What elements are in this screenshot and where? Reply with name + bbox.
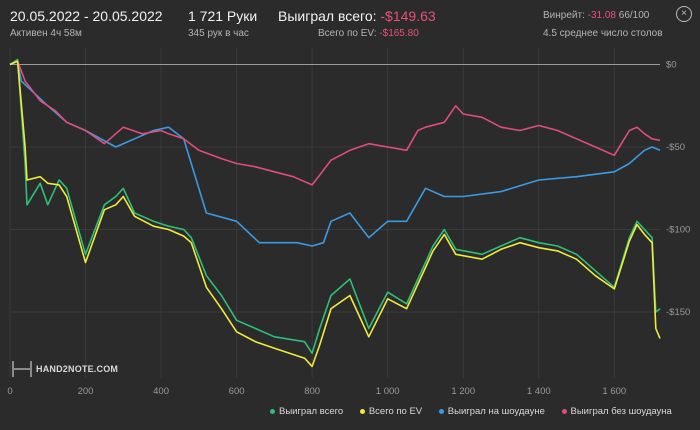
won-label: Выиграл всего: (278, 8, 377, 24)
x-tick-label: 200 (78, 386, 94, 397)
legend-label-showdown: Выиграл на шоудауне (447, 406, 545, 417)
date-range: 20.05.2022 - 20.05.2022 (10, 8, 163, 24)
x-tick-label: 400 (153, 386, 169, 397)
legend-label-ev: Всего по EV (368, 406, 423, 417)
hand2note-logo: HAND2NOTE.COM (12, 360, 118, 380)
y-tick-label: -$100 (666, 225, 690, 236)
hands-per-hour: 345 рук в час (188, 28, 249, 39)
legend-dot-won (270, 408, 275, 414)
legend-dot-ev (359, 408, 365, 414)
y-tick-label: -$150 (666, 307, 690, 318)
legend-label-won: Выиграл всего (279, 406, 344, 417)
avg-tables: 4.5 среднее число столов (543, 28, 663, 39)
legend-dot-showdown (438, 408, 444, 414)
legend-label-nonshowdown: Выиграл без шоудауна (570, 406, 672, 417)
winrate-label: Винрейт: (543, 10, 585, 21)
logo-text: HAND2NOTE.COM (36, 363, 119, 374)
winrate-rest: 66/100 (618, 10, 650, 21)
hand2note-logo-icon (12, 360, 32, 377)
series-line-ev (9, 60, 661, 368)
x-tick-label: 600 (229, 386, 245, 397)
y-tick-label: -$50 (666, 142, 685, 153)
won-value: -$149.63 (380, 8, 436, 24)
x-tick-label: 1 200 (451, 386, 475, 397)
winrate-value: -31.08 (587, 10, 616, 21)
winrate: Винрейт: -31.08 66/100 (543, 10, 649, 21)
hands-count: 1 721 Руки (188, 8, 258, 24)
series-line-won (9, 58, 661, 355)
legend-item-showdown[interactable]: Выиграл на шоудауне (438, 406, 545, 417)
won-total: Выиграл всего: -$149.63 (278, 8, 436, 24)
y-tick-label: $0 (666, 60, 677, 71)
x-tick-label: 1 600 (602, 386, 626, 397)
ev-label: Всего по EV: (318, 28, 377, 39)
ev-total: Всего по EV: -$165.80 (318, 28, 419, 39)
legend-item-ev[interactable]: Всего по EV (359, 406, 423, 417)
legend-dot-nonshowdown (561, 408, 567, 414)
header: 20.05.2022 - 20.05.2022 Активен 4ч 58м 1… (10, 8, 690, 42)
x-tick-label: 1 400 (527, 386, 551, 397)
legend-item-nonshowdown[interactable]: Выиграл без шоудауна (561, 406, 672, 417)
legend-item-won[interactable]: Выиграл всего (270, 406, 343, 417)
legend: Выиграл всего Всего по EV Выиграл на шоу… (270, 406, 690, 420)
close-icon[interactable]: × (676, 6, 692, 22)
series-line-showdown (9, 60, 661, 247)
series-line-nonshowdown (9, 60, 661, 186)
x-tick-label: 1 000 (376, 386, 400, 397)
x-tick-label: 0 (7, 386, 12, 397)
x-tick-label: 800 (304, 386, 320, 397)
active-time: Активен 4ч 58м (10, 28, 82, 39)
ev-value: -$165.80 (379, 28, 419, 39)
